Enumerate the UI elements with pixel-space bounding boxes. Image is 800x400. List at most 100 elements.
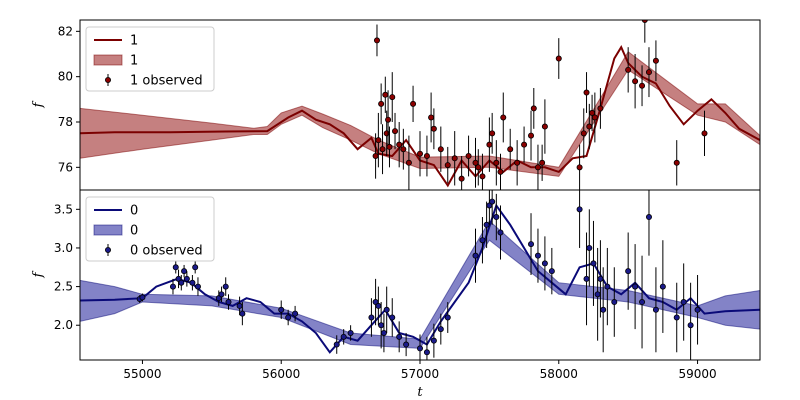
observed-point bbox=[576, 206, 583, 213]
observed-point bbox=[458, 175, 465, 182]
observed-point bbox=[194, 283, 201, 290]
plot-area bbox=[80, 190, 760, 360]
observed-point bbox=[555, 55, 562, 62]
plot-area bbox=[80, 20, 760, 190]
y-tick-label: 76 bbox=[58, 160, 73, 174]
observed-point bbox=[489, 130, 496, 137]
observed-point bbox=[586, 123, 593, 130]
confidence-band bbox=[80, 220, 760, 349]
observed-point bbox=[594, 291, 601, 298]
y-tick-label: 2.0 bbox=[54, 318, 73, 332]
observed-point bbox=[239, 310, 246, 317]
observed-point bbox=[347, 329, 354, 336]
observed-point bbox=[507, 146, 514, 153]
observed-point bbox=[611, 299, 618, 306]
observed-point bbox=[405, 159, 412, 166]
legend-label: 1 observed bbox=[130, 74, 203, 89]
legend-band-swatch bbox=[93, 54, 123, 66]
observed-point bbox=[694, 306, 701, 313]
observed-point bbox=[576, 164, 583, 171]
observed-point bbox=[172, 264, 179, 271]
observed-point bbox=[368, 314, 375, 321]
observed-point bbox=[659, 283, 666, 290]
observed-point bbox=[500, 114, 507, 121]
observed-point bbox=[444, 162, 451, 169]
observed-point bbox=[475, 164, 482, 171]
observed-point bbox=[514, 159, 521, 166]
observed-point bbox=[479, 173, 486, 180]
observed-point bbox=[389, 94, 396, 101]
observed-point bbox=[333, 341, 340, 348]
observed-point bbox=[416, 150, 423, 157]
observed-point bbox=[541, 260, 548, 267]
observed-point bbox=[375, 137, 382, 144]
legend-label: 0 bbox=[130, 204, 138, 219]
observed-point bbox=[604, 283, 611, 290]
observed-point bbox=[385, 116, 392, 123]
y-tick-label: 82 bbox=[58, 24, 73, 38]
observed-point bbox=[378, 100, 385, 107]
observed-point bbox=[486, 141, 493, 148]
x-tick-label: 55000 bbox=[123, 367, 161, 381]
observed-point bbox=[465, 152, 472, 159]
observed-point bbox=[389, 314, 396, 321]
observed-point bbox=[392, 128, 399, 135]
observed-point bbox=[597, 105, 604, 112]
observed-point bbox=[444, 314, 451, 321]
observed-point bbox=[673, 314, 680, 321]
legend: 1 1 1 observed bbox=[85, 26, 215, 92]
x-tick-label: 59000 bbox=[678, 367, 716, 381]
observed-point bbox=[430, 337, 437, 344]
observed-point bbox=[680, 299, 687, 306]
y-tick-label: 2.5 bbox=[54, 280, 73, 294]
observed-point bbox=[632, 283, 639, 290]
observed-point bbox=[489, 198, 496, 205]
observed-point bbox=[378, 322, 385, 329]
observed-point bbox=[373, 37, 380, 44]
observed-point bbox=[701, 130, 708, 137]
observed-point bbox=[687, 322, 694, 329]
observed-point bbox=[645, 214, 652, 221]
observed-point bbox=[396, 141, 403, 148]
y-tick-label: 80 bbox=[58, 70, 73, 84]
observed-point bbox=[340, 333, 347, 340]
observed-point bbox=[479, 237, 486, 244]
legend: 0 0 0 observed bbox=[85, 196, 215, 262]
observed-point bbox=[383, 306, 390, 313]
observed-point bbox=[236, 302, 243, 309]
observed-point bbox=[451, 155, 458, 162]
observed-point bbox=[497, 168, 504, 175]
legend-band-swatch bbox=[93, 224, 123, 236]
observed-point bbox=[400, 146, 407, 153]
observed-point bbox=[285, 314, 292, 321]
observed-point bbox=[625, 268, 632, 275]
observed-point bbox=[493, 214, 500, 221]
legend-box bbox=[85, 196, 215, 262]
observed-point bbox=[586, 244, 593, 251]
confidence-band bbox=[80, 50, 760, 177]
observed-point bbox=[590, 260, 597, 267]
observed-point bbox=[225, 299, 232, 306]
observed-point bbox=[641, 20, 648, 23]
legend-marker-swatch bbox=[105, 77, 112, 84]
observed-point bbox=[437, 326, 444, 333]
y-axis-label: f bbox=[31, 100, 46, 108]
observed-point bbox=[528, 241, 535, 248]
observed-point bbox=[437, 146, 444, 153]
observed-point bbox=[386, 143, 393, 150]
x-tick-label: 56000 bbox=[262, 367, 300, 381]
legend-box bbox=[85, 26, 215, 92]
observed-point bbox=[423, 349, 430, 356]
y-tick-label: 3.5 bbox=[54, 202, 73, 216]
observed-point bbox=[483, 221, 490, 228]
observed-point bbox=[428, 114, 435, 121]
observed-point bbox=[169, 283, 176, 290]
observed-point bbox=[528, 132, 535, 139]
observed-point bbox=[548, 268, 555, 275]
observed-point bbox=[178, 279, 185, 286]
observed-point bbox=[497, 229, 504, 236]
observed-point bbox=[583, 89, 590, 96]
observed-point bbox=[292, 310, 299, 317]
observed-point bbox=[222, 283, 229, 290]
